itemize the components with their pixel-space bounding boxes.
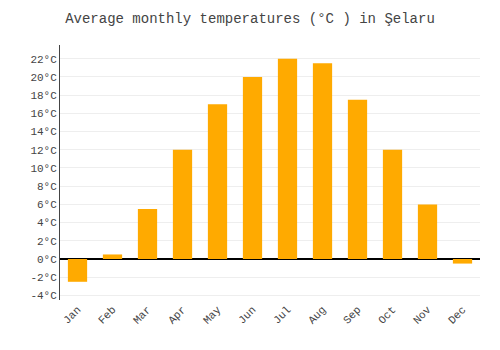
svg-text:18°C: 18°C [30, 90, 57, 102]
svg-text:Nov: Nov [411, 304, 434, 327]
svg-text:Mar: Mar [131, 304, 153, 326]
svg-text:14°C: 14°C [30, 126, 57, 138]
svg-text:4°C: 4°C [37, 217, 57, 229]
svg-text:2°C: 2°C [37, 236, 57, 248]
svg-text:Jun: Jun [236, 304, 258, 326]
svg-text:8°C: 8°C [37, 181, 57, 193]
svg-text:12°C: 12°C [30, 145, 57, 157]
svg-text:May: May [201, 304, 224, 327]
svg-text:Aug: Aug [306, 304, 328, 326]
svg-text:10°C: 10°C [30, 163, 57, 175]
svg-text:Oct: Oct [376, 304, 398, 326]
svg-text:Jul: Jul [271, 304, 293, 326]
svg-text:Apr: Apr [166, 304, 188, 326]
svg-text:Sep: Sep [341, 304, 363, 326]
svg-text:-4°C: -4°C [30, 290, 57, 302]
svg-text:Jan: Jan [61, 304, 83, 326]
svg-text:0°C: 0°C [37, 254, 57, 266]
svg-text:22°C: 22°C [30, 54, 57, 66]
svg-text:Feb: Feb [96, 304, 118, 326]
svg-text:16°C: 16°C [30, 108, 57, 120]
svg-text:-2°C: -2°C [30, 272, 57, 284]
svg-text:Dec: Dec [446, 304, 468, 326]
svg-text:6°C: 6°C [37, 199, 57, 211]
svg-text:Average monthly temperatures (: Average monthly temperatures (°C ) in Şe… [65, 11, 435, 27]
svg-text:20°C: 20°C [30, 72, 57, 84]
